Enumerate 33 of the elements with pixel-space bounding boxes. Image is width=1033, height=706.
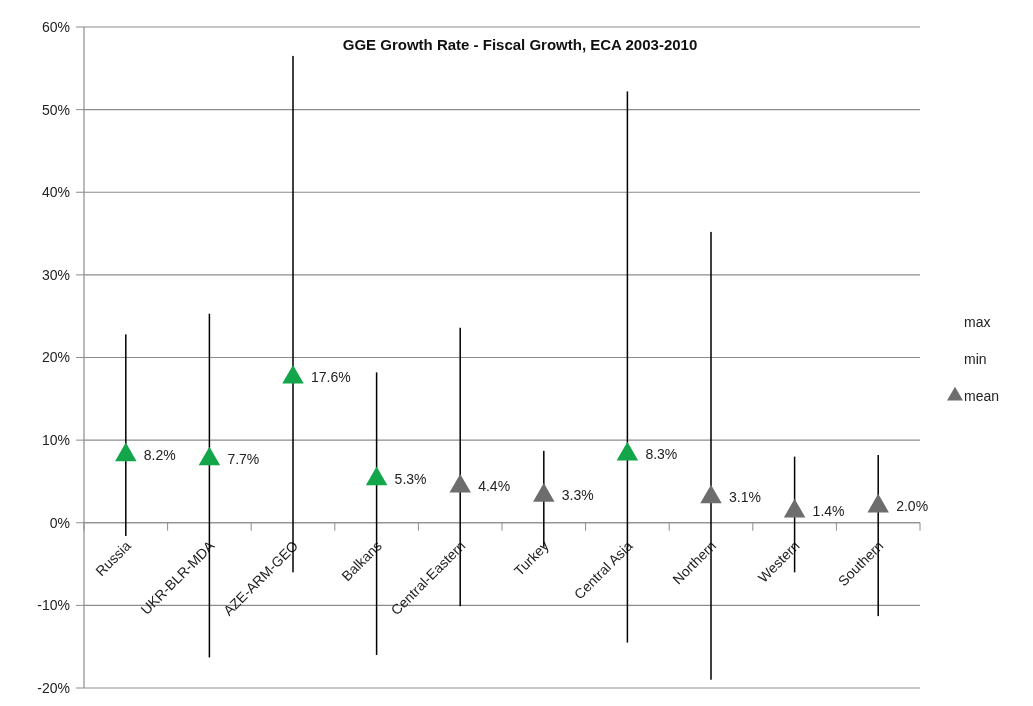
data-label: 3.1% — [729, 489, 761, 506]
y-tick-label: -20% — [37, 679, 70, 696]
data-label: 5.3% — [394, 470, 427, 487]
point — [616, 441, 639, 461]
data-label: 7.7% — [227, 451, 260, 468]
data-label: 8.2% — [143, 446, 176, 463]
point — [783, 498, 806, 518]
point — [115, 442, 137, 462]
y-tick-label: 50% — [41, 101, 70, 118]
point — [282, 364, 304, 384]
y-tick-label: 40% — [41, 184, 70, 201]
y-tick-label: 20% — [41, 349, 70, 366]
text: min — [964, 350, 987, 367]
data-label: 8.3% — [645, 446, 678, 463]
y-tick-label: 10% — [41, 432, 70, 449]
y-tick-label: -10% — [37, 597, 70, 614]
data-label: 1.4% — [812, 503, 845, 520]
legend-label: mean — [964, 387, 1000, 404]
data-label: 17.6% — [311, 369, 351, 386]
y-tick-label: 60% — [41, 18, 70, 35]
y-tick-label: 30% — [41, 266, 70, 283]
data-label: 2.0% — [896, 498, 929, 515]
point — [533, 483, 555, 502]
point — [198, 446, 221, 466]
text: GGE Growth Rate - Fiscal Growth, ECA 2003-2010 — [342, 36, 698, 53]
point — [700, 484, 722, 504]
point — [867, 493, 889, 513]
point — [449, 473, 471, 493]
point — [365, 466, 388, 486]
data-label: 4.4% — [478, 478, 511, 495]
y-tick-label: 0% — [49, 514, 70, 531]
data-label: 3.3% — [561, 487, 594, 504]
text: max — [964, 313, 991, 330]
